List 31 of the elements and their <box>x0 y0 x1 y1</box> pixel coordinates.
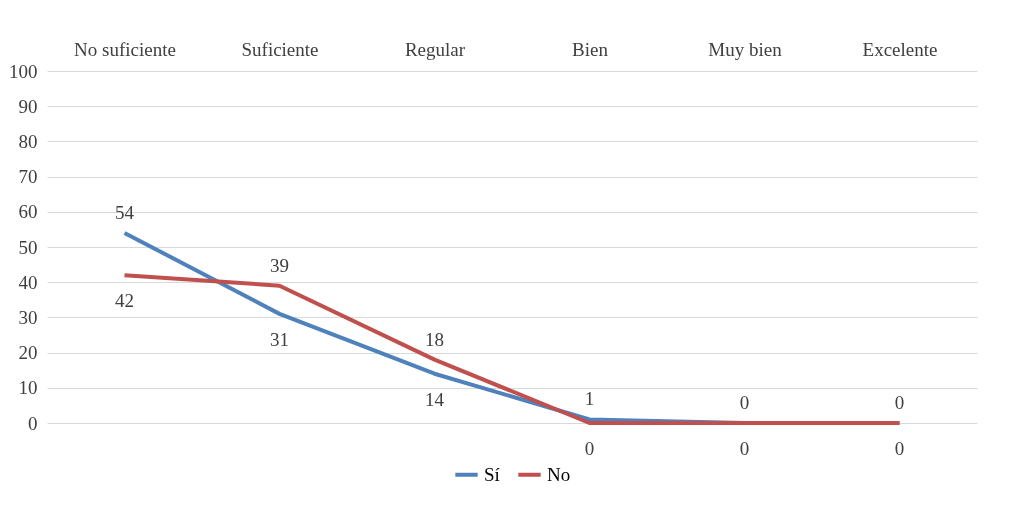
x-tick-label: Excelente <box>862 38 938 60</box>
y-tick-label: 0 <box>28 412 38 434</box>
y-tick-label: 90 <box>18 95 38 117</box>
x-tick-label: Suficiente <box>241 38 319 60</box>
y-tick-label: 10 <box>18 377 38 399</box>
data-label: 0 <box>894 438 905 459</box>
x-tick-label: Muy bien <box>708 38 783 60</box>
data-label: 0 <box>894 392 905 413</box>
legend-label: Sí <box>484 463 501 485</box>
data-label: 42 <box>115 290 134 312</box>
y-tick-label: 60 <box>18 201 38 223</box>
legend-label: No <box>547 463 571 485</box>
data-label: 0 <box>584 438 595 459</box>
x-tick-label: Regular <box>404 38 466 60</box>
x-tick-label: No suficiente <box>74 38 176 60</box>
x-tick-label: Bien <box>572 38 609 60</box>
y-tick-label: 70 <box>18 166 38 188</box>
data-label: 0 <box>739 392 750 413</box>
y-tick-label: 50 <box>18 236 38 258</box>
data-label: 39 <box>270 254 289 276</box>
y-tick-label: 100 <box>9 60 38 82</box>
y-tick-label: 40 <box>18 271 38 293</box>
data-label: 1 <box>584 388 595 410</box>
data-label: 14 <box>425 388 445 410</box>
y-tick-label: 80 <box>18 130 38 152</box>
y-tick-label: 20 <box>18 342 38 364</box>
data-label: 0 <box>739 438 750 459</box>
data-label: 18 <box>425 328 444 350</box>
y-tick-label: 30 <box>18 306 38 328</box>
data-label: 54 <box>115 201 135 223</box>
data-label: 31 <box>270 328 289 350</box>
